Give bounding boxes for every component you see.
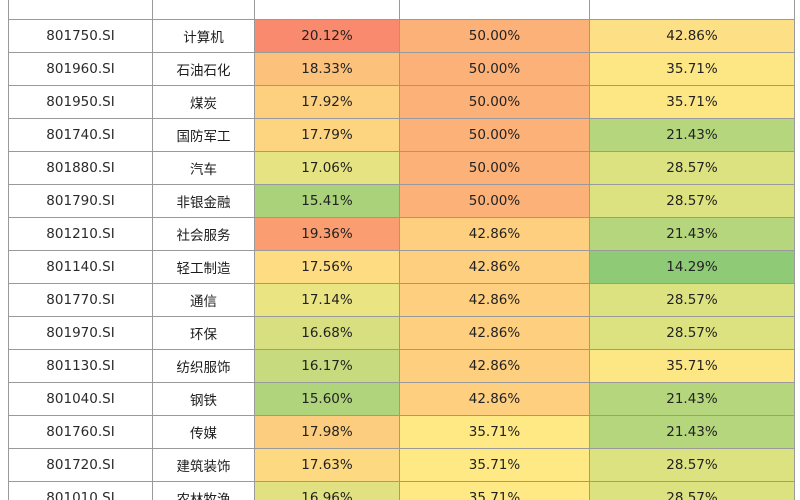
metric-3-cell[interactable]: 28.57% (589, 151, 795, 185)
table-body: 801750.SI 计算机 20.12% 50.00% 42.86% 801960.SI 石… (8, 0, 795, 500)
metric-1-cell[interactable]: 17.92% (254, 85, 400, 119)
industry-name-cell[interactable]: 轻工制造 (152, 250, 255, 284)
metric-2-cell[interactable]: 42.86% (399, 217, 590, 251)
table-row: 801010.SI 农林牧渔 16.96% 35.71% 28.57% (8, 481, 795, 500)
code-cell[interactable]: 801210.SI (8, 217, 153, 251)
table-row: 801970.SI 环保 16.68% 42.86% 28.57% (8, 316, 795, 350)
industry-name-cell[interactable]: 通信 (152, 283, 255, 317)
table-row: 801720.SI 建筑装饰 17.63% 35.71% 28.57% (8, 448, 795, 482)
metric-1-cell[interactable]: 19.36% (254, 217, 400, 251)
metric-2-cell[interactable]: 35.71% (399, 415, 590, 449)
metric-3-cell[interactable]: 28.57% (589, 283, 795, 317)
code-cell[interactable]: 801960.SI (8, 52, 153, 86)
metric-2-cell[interactable]: 50.00% (399, 151, 590, 185)
table-row: 801950.SI 煤炭 17.92% 50.00% 35.71% (8, 85, 795, 119)
metric-2-cell[interactable]: 50.00% (399, 52, 590, 86)
metric-3-cell[interactable]: 35.71% (589, 85, 795, 119)
table-row: 801880.SI 汽车 17.06% 50.00% 28.57% (8, 151, 795, 185)
industry-name-cell[interactable]: 钢铁 (152, 382, 255, 416)
industry-name-cell[interactable]: 传媒 (152, 415, 255, 449)
metric-1-cell[interactable]: 17.79% (254, 118, 400, 152)
table-row: 801960.SI 石油石化 18.33% 50.00% 35.71% (8, 52, 795, 86)
metric-1-cell[interactable]: 17.56% (254, 250, 400, 284)
header-cell-col3 (589, 0, 795, 20)
metric-2-cell[interactable]: 50.00% (399, 184, 590, 218)
table-row: 801790.SI 非银金融 15.41% 50.00% 28.57% (8, 184, 795, 218)
metric-1-cell[interactable]: 15.60% (254, 382, 400, 416)
code-cell[interactable]: 801750.SI (8, 19, 153, 53)
table-row: 801740.SI 国防军工 17.79% 50.00% 21.43% (8, 118, 795, 152)
code-cell[interactable]: 801880.SI (8, 151, 153, 185)
table-row: 801140.SI 轻工制造 17.56% 42.86% 14.29% (8, 250, 795, 284)
industry-name-cell[interactable]: 纺织服饰 (152, 349, 255, 383)
code-cell[interactable]: 801140.SI (8, 250, 153, 284)
header-cell-code (8, 0, 153, 20)
table-row: 801130.SI 纺织服饰 16.17% 42.86% 35.71% (8, 349, 795, 383)
metric-3-cell[interactable]: 21.43% (589, 382, 795, 416)
table-row: 801770.SI 通信 17.14% 42.86% 28.57% (8, 283, 795, 317)
industry-name-cell[interactable]: 石油石化 (152, 52, 255, 86)
metric-1-cell[interactable]: 17.06% (254, 151, 400, 185)
code-cell[interactable]: 801130.SI (8, 349, 153, 383)
industry-name-cell[interactable]: 国防军工 (152, 118, 255, 152)
metric-2-cell[interactable]: 42.86% (399, 349, 590, 383)
header-cell-col2 (399, 0, 590, 20)
metric-3-cell[interactable]: 35.71% (589, 52, 795, 86)
metric-3-cell[interactable]: 28.57% (589, 184, 795, 218)
metric-2-cell[interactable]: 42.86% (399, 316, 590, 350)
metric-3-cell[interactable]: 28.57% (589, 448, 795, 482)
metric-1-cell[interactable]: 20.12% (254, 19, 400, 53)
metric-1-cell[interactable]: 16.96% (254, 481, 400, 500)
metric-2-cell[interactable]: 35.71% (399, 481, 590, 500)
metric-3-cell[interactable]: 21.43% (589, 415, 795, 449)
code-cell[interactable]: 801770.SI (8, 283, 153, 317)
metric-1-cell[interactable]: 16.17% (254, 349, 400, 383)
industry-name-cell[interactable]: 煤炭 (152, 85, 255, 119)
code-cell[interactable]: 801010.SI (8, 481, 153, 500)
code-cell[interactable]: 801760.SI (8, 415, 153, 449)
code-cell[interactable]: 801740.SI (8, 118, 153, 152)
metric-3-cell[interactable]: 35.71% (589, 349, 795, 383)
industry-name-cell[interactable]: 社会服务 (152, 217, 255, 251)
industry-name-cell[interactable]: 农林牧渔 (152, 481, 255, 500)
header-cell-name (152, 0, 255, 20)
metric-3-cell[interactable]: 21.43% (589, 118, 795, 152)
table-row: 801210.SI 社会服务 19.36% 42.86% 21.43% (8, 217, 795, 251)
code-cell[interactable]: 801950.SI (8, 85, 153, 119)
metric-1-cell[interactable]: 17.98% (254, 415, 400, 449)
metric-1-cell[interactable]: 18.33% (254, 52, 400, 86)
header-row (8, 0, 795, 20)
metric-1-cell[interactable]: 15.41% (254, 184, 400, 218)
table-row: 801750.SI 计算机 20.12% 50.00% 42.86% (8, 19, 795, 53)
industry-name-cell[interactable]: 建筑装饰 (152, 448, 255, 482)
industry-name-cell[interactable]: 非银金融 (152, 184, 255, 218)
metric-3-cell[interactable]: 21.43% (589, 217, 795, 251)
table-row: 801760.SI 传媒 17.98% 35.71% 21.43% (8, 415, 795, 449)
code-cell[interactable]: 801790.SI (8, 184, 153, 218)
metric-2-cell[interactable]: 50.00% (399, 19, 590, 53)
metric-3-cell[interactable]: 28.57% (589, 316, 795, 350)
code-cell[interactable]: 801970.SI (8, 316, 153, 350)
code-cell[interactable]: 801040.SI (8, 382, 153, 416)
metric-3-cell[interactable]: 28.57% (589, 481, 795, 500)
metric-1-cell[interactable]: 17.14% (254, 283, 400, 317)
metric-2-cell[interactable]: 42.86% (399, 382, 590, 416)
table-row: 801040.SI 钢铁 15.60% 42.86% 21.43% (8, 382, 795, 416)
metric-2-cell[interactable]: 50.00% (399, 118, 590, 152)
code-cell[interactable]: 801720.SI (8, 448, 153, 482)
metric-2-cell[interactable]: 50.00% (399, 85, 590, 119)
header-cell-col1 (254, 0, 400, 20)
metric-2-cell[interactable]: 35.71% (399, 448, 590, 482)
metric-3-cell[interactable]: 42.86% (589, 19, 795, 53)
metric-1-cell[interactable]: 16.68% (254, 316, 400, 350)
metric-1-cell[interactable]: 17.63% (254, 448, 400, 482)
metric-3-cell[interactable]: 14.29% (589, 250, 795, 284)
industry-name-cell[interactable]: 计算机 (152, 19, 255, 53)
industry-name-cell[interactable]: 环保 (152, 316, 255, 350)
industry-table: 801750.SI 计算机 20.12% 50.00% 42.86% 801960.SI 石… (8, 0, 795, 500)
industry-name-cell[interactable]: 汽车 (152, 151, 255, 185)
metric-2-cell[interactable]: 42.86% (399, 283, 590, 317)
metric-2-cell[interactable]: 42.86% (399, 250, 590, 284)
